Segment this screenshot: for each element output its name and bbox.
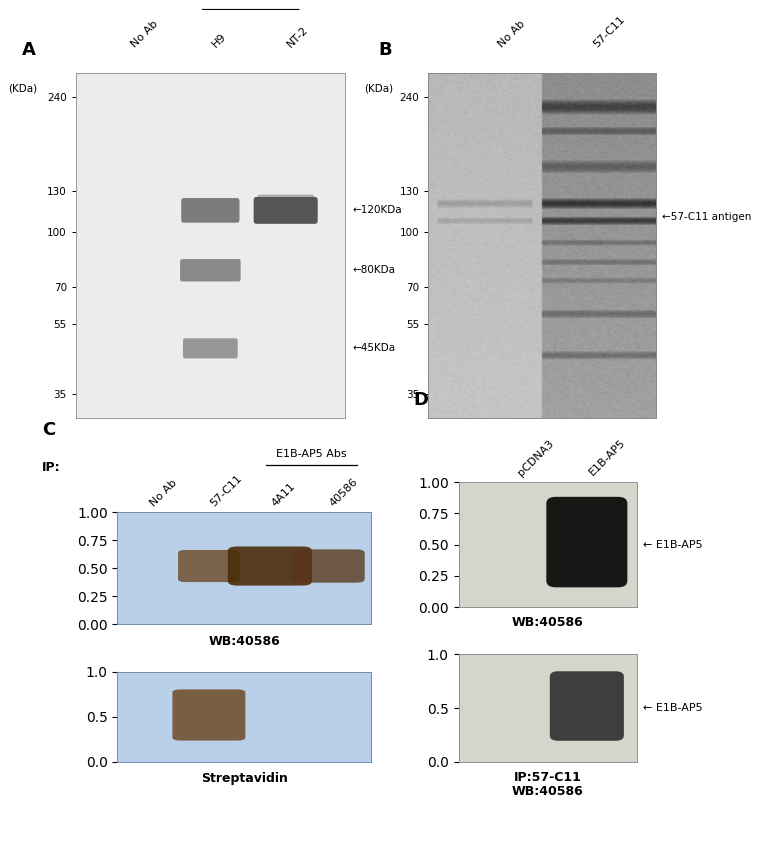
Text: E1B-AP5: E1B-AP5 <box>587 437 627 478</box>
Text: No Ab: No Ab <box>496 18 527 49</box>
FancyBboxPatch shape <box>254 197 318 224</box>
Text: ←57-C11 antigen: ←57-C11 antigen <box>662 213 752 222</box>
Text: ← E1B-AP5: ← E1B-AP5 <box>643 703 703 713</box>
FancyBboxPatch shape <box>172 690 246 740</box>
FancyBboxPatch shape <box>183 338 238 358</box>
Text: WB:40586: WB:40586 <box>512 785 584 798</box>
Text: E1B-AP5 Abs: E1B-AP5 Abs <box>277 449 347 459</box>
Text: 40586: 40586 <box>328 476 360 508</box>
Text: ←80KDa: ←80KDa <box>353 265 396 276</box>
Text: WB:40586: WB:40586 <box>512 616 584 629</box>
Text: NT-2: NT-2 <box>286 24 311 49</box>
FancyBboxPatch shape <box>227 547 312 585</box>
Text: IP:: IP: <box>42 461 61 474</box>
Text: A: A <box>22 41 36 59</box>
Text: ← E1B-AP5: ← E1B-AP5 <box>643 540 703 549</box>
Text: C: C <box>42 421 55 439</box>
FancyBboxPatch shape <box>292 549 365 583</box>
FancyBboxPatch shape <box>258 195 314 208</box>
Text: (KDa): (KDa) <box>8 84 38 94</box>
FancyBboxPatch shape <box>180 259 240 282</box>
Text: H9: H9 <box>210 31 228 49</box>
Text: pCDNA3: pCDNA3 <box>515 438 556 478</box>
FancyBboxPatch shape <box>178 550 240 582</box>
Text: B: B <box>378 41 392 59</box>
Text: 57-C11: 57-C11 <box>592 14 628 49</box>
FancyBboxPatch shape <box>181 198 240 223</box>
Text: ←45KDa: ←45KDa <box>353 344 396 353</box>
Text: 4A11: 4A11 <box>270 480 297 508</box>
Text: No Ab: No Ab <box>148 477 179 508</box>
Text: WB:40586: WB:40586 <box>208 635 280 647</box>
Text: 57-C11: 57-C11 <box>209 473 244 508</box>
Text: No Ab: No Ab <box>130 18 160 49</box>
FancyBboxPatch shape <box>547 497 628 587</box>
Text: ←120KDa: ←120KDa <box>353 206 402 215</box>
Text: (KDa): (KDa) <box>365 84 393 94</box>
Text: D: D <box>413 391 428 409</box>
FancyBboxPatch shape <box>550 672 624 740</box>
Text: Streptavidin: Streptavidin <box>201 772 288 785</box>
Text: IP:57-C11: IP:57-C11 <box>514 771 581 784</box>
